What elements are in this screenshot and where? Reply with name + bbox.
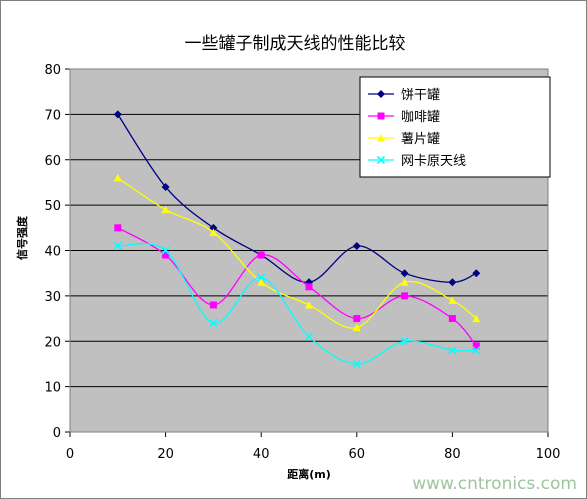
- data-point: [472, 342, 480, 350]
- data-point: [113, 241, 122, 251]
- data-point: [305, 300, 313, 309]
- data-point: [257, 278, 266, 286]
- x-tick-label: 80: [444, 447, 461, 462]
- data-point: [472, 314, 481, 323]
- series-3: [113, 173, 481, 332]
- x-tick-label: 40: [253, 447, 270, 462]
- data-point: [161, 205, 170, 214]
- data-point: [353, 315, 361, 323]
- plot-border: [69, 68, 549, 433]
- legend-label: 薯片罐: [401, 132, 440, 147]
- x-tick-label: 60: [349, 447, 366, 462]
- y-tick-label: 50: [44, 199, 61, 214]
- legend-label: 咖啡罐: [401, 110, 440, 125]
- data-point: [472, 346, 481, 355]
- data-point: [472, 269, 481, 278]
- data-point: [400, 278, 409, 286]
- legend-item: 咖啡罐: [368, 110, 440, 125]
- x-tick-label: 0: [66, 447, 74, 462]
- data-point: [352, 359, 361, 369]
- legend-item: 饼干罐: [368, 88, 440, 103]
- series-4: [113, 241, 481, 369]
- data-point: [401, 292, 409, 300]
- data-point: [209, 319, 218, 328]
- y-tick-label: 0: [53, 426, 61, 441]
- data-point: [161, 246, 170, 255]
- data-point: [209, 228, 218, 236]
- y-tick-label: 70: [44, 108, 61, 123]
- data-point: [113, 173, 122, 182]
- legend-marker: [377, 134, 385, 142]
- data-point: [162, 251, 170, 259]
- x-tick-label: 100: [536, 447, 561, 462]
- data-point: [448, 278, 457, 287]
- legend-item: 网卡原天线: [368, 154, 466, 169]
- data-point: [448, 346, 457, 355]
- data-point: [400, 269, 409, 278]
- y-tick-label: 30: [44, 290, 61, 305]
- series-layer: [113, 110, 481, 369]
- legend-label: 饼干罐: [401, 88, 440, 103]
- y-tick-label: 10: [44, 381, 61, 396]
- data-point: [352, 241, 361, 250]
- y-tick-label: 60: [44, 154, 61, 169]
- x-axis-title: 距离(m): [287, 467, 331, 481]
- data-point: [257, 251, 265, 259]
- data-point: [305, 283, 313, 291]
- y-tick-label: 20: [44, 335, 61, 350]
- data-point: [448, 296, 457, 304]
- y-tick-label: 40: [44, 245, 61, 260]
- series-line: [117, 242, 477, 365]
- data-point: [400, 337, 409, 346]
- watermark: www.cntronics.com: [412, 474, 577, 494]
- legend-marker: [377, 90, 385, 98]
- data-point: [114, 224, 122, 232]
- data-point: [209, 301, 217, 309]
- x-tick-label: 20: [157, 447, 174, 462]
- legend-marker: [376, 155, 386, 165]
- legend-label: 网卡原天线: [401, 154, 466, 169]
- axes: [65, 68, 549, 437]
- data-point: [113, 110, 122, 119]
- y-tick-label: 80: [44, 63, 61, 78]
- data-point: [257, 273, 266, 282]
- data-point: [209, 223, 218, 232]
- tick-labels: 0 10 20 30 40 50 60 70 80 0 20 40 60 80 100: [44, 63, 560, 462]
- legend-marker: [377, 112, 385, 120]
- data-point: [161, 182, 170, 191]
- data-point: [304, 332, 314, 341]
- data-point: [352, 323, 361, 332]
- chart-title: 一些罐子制成天线的性能比较: [185, 34, 406, 54]
- data-point: [448, 315, 456, 323]
- y-axis-title: 信号强度: [15, 215, 29, 260]
- legend-item: 薯片罐: [368, 132, 440, 147]
